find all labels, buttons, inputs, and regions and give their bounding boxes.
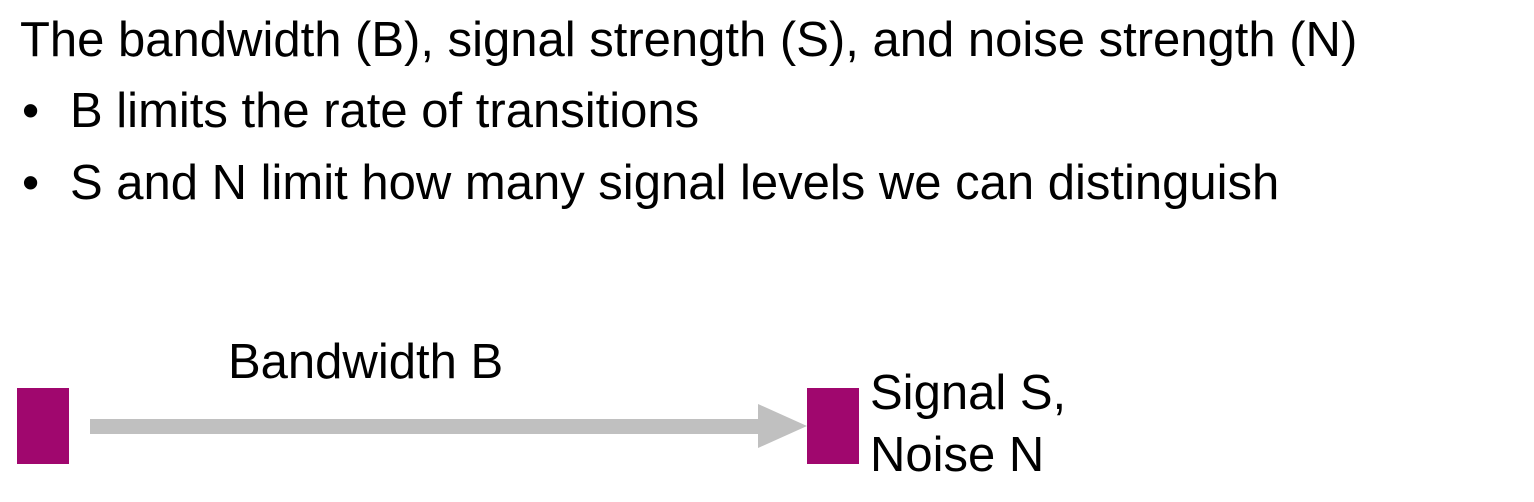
sender-node (17, 388, 69, 464)
bullet-marker: • (22, 84, 40, 138)
bullet-list: • B limits the rate of transitions • S a… (20, 75, 1279, 219)
receiver-node (807, 388, 859, 464)
bullet-marker: • (22, 156, 40, 210)
channel-diagram: Bandwidth B Signal S, Noise N (0, 300, 1534, 502)
bandwidth-label: Bandwidth B (228, 335, 504, 389)
bullet-text: S and N limit how many signal levels we … (70, 156, 1280, 210)
bullet-item-signal-noise: • S and N limit how many signal levels w… (20, 147, 1279, 219)
signal-label: Signal S, (870, 366, 1067, 420)
noise-label: Noise N (870, 428, 1045, 482)
arrow-head (758, 404, 807, 448)
bullet-text: B limits the rate of transitions (70, 84, 700, 138)
channel-arrow (90, 404, 807, 448)
receiver-label: Signal S, Noise N (870, 362, 1066, 486)
bullet-item-bandwidth: • B limits the rate of transitions (20, 75, 1279, 147)
arrow-shaft (90, 419, 762, 434)
slide-heading: The bandwidth (B), signal strength (S), … (20, 13, 1358, 67)
